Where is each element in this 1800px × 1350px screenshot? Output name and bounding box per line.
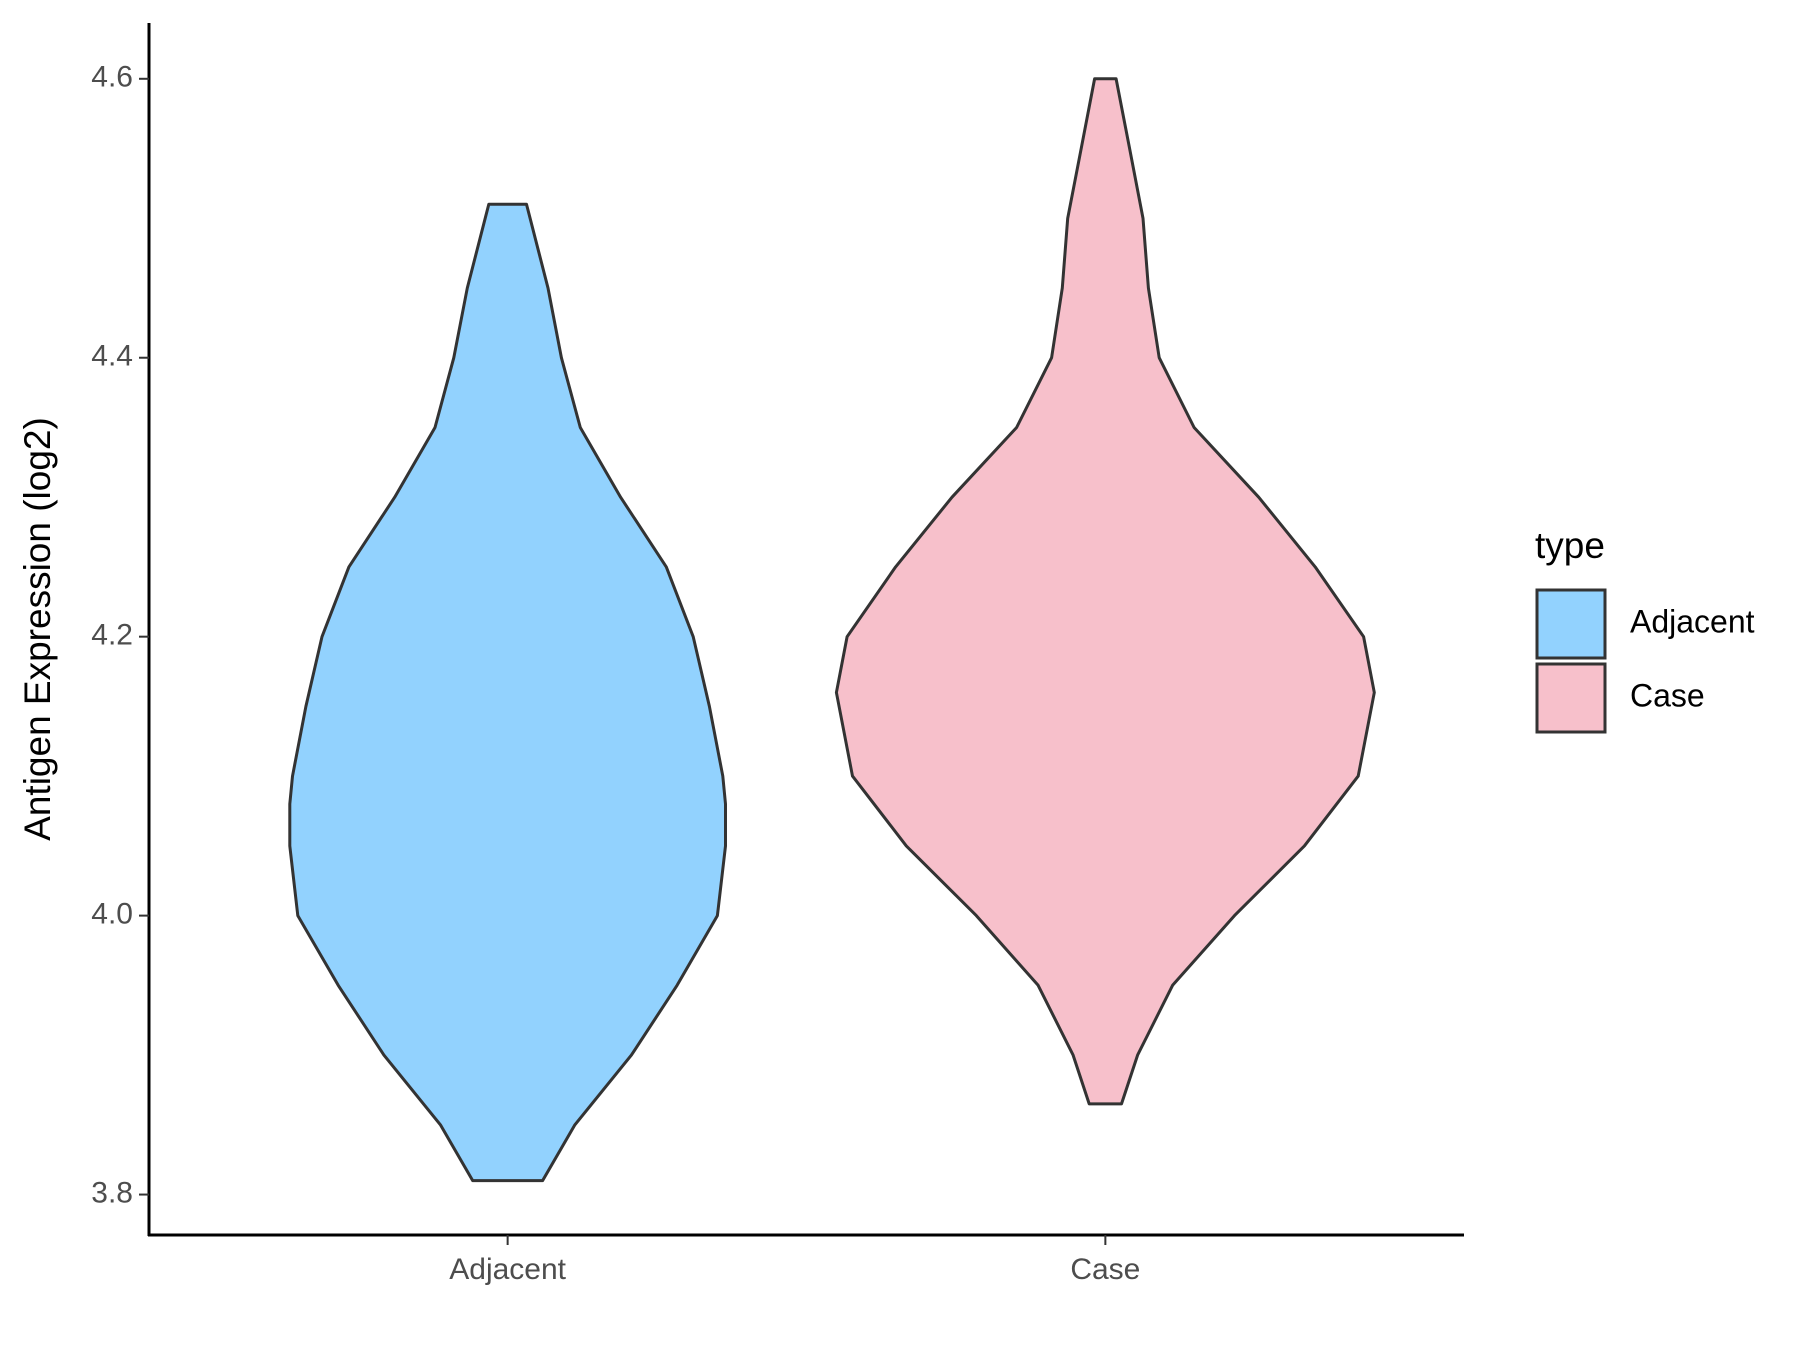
legend-title: type <box>1535 525 1605 566</box>
legend-key <box>1535 588 1607 660</box>
x-tick-label: Adjacent <box>449 1253 566 1286</box>
x-tick-label: Case <box>1070 1253 1140 1286</box>
violin <box>288 202 727 1183</box>
y-tick-label: 4.4 <box>91 340 133 373</box>
legend-label: Adjacent <box>1630 603 1755 639</box>
y-axis-title: Antigen Expression (log2) <box>17 417 58 841</box>
y-tick-label: 4.0 <box>91 898 133 931</box>
legend-label: Case <box>1630 677 1705 713</box>
y-tick-label: 3.8 <box>91 1176 133 1209</box>
y-tick-label: 4.2 <box>91 619 133 652</box>
legend-key <box>1535 662 1607 734</box>
violin <box>834 77 1376 1106</box>
y-tick-label: 4.6 <box>91 61 133 94</box>
